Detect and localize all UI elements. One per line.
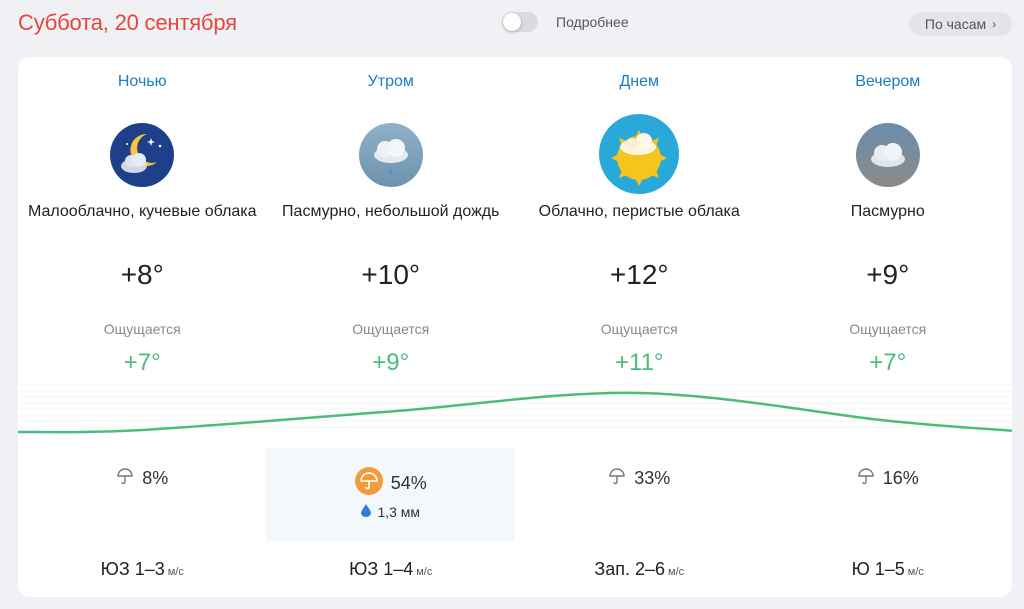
forecast-card: Ночью Малооблачно, кучевые облака +8° Ощ… <box>18 57 1012 597</box>
header: Суббота, 20 сентября Подробнее По часам … <box>0 0 1024 52</box>
condition-text: Малооблачно, кучевые облака <box>27 203 257 220</box>
wind-unit: м/с <box>167 566 184 578</box>
period-day: Днем Облачно, перистые облака +12° Ощуща… <box>515 57 764 597</box>
temperature-line <box>18 391 1012 434</box>
precip-probability-value: 33% <box>634 468 671 488</box>
period-label: Ночью <box>117 73 167 90</box>
wind: Зап. 2–6 м/с <box>515 559 764 580</box>
precip-amount: 1,3 мм <box>267 504 516 520</box>
wind-unit: м/с <box>907 566 924 578</box>
cloud-light-rain-icon <box>358 122 424 193</box>
toggle-knob <box>503 13 521 31</box>
period-label: Утром <box>367 73 414 90</box>
umbrella-icon <box>608 467 626 490</box>
condition-text: Облачно, перистые облака <box>538 203 740 220</box>
details-toggle-label[interactable]: Подробнее <box>556 14 629 30</box>
umbrella-rain-icon <box>354 467 383 500</box>
precip-probability: 33% <box>515 467 764 490</box>
precip-probability: 16% <box>764 467 1013 490</box>
feels-like-label: Ощущается <box>849 321 927 337</box>
period-morning: Утром Пасмурно, небольшой дождь +10° Ощу… <box>267 57 516 597</box>
precip-probability: 8% <box>18 467 267 490</box>
feels-like-value: +7° <box>869 349 907 376</box>
precip-probability-value: 54% <box>390 473 427 493</box>
drop-icon <box>361 504 372 520</box>
precip-probability: 54% <box>267 467 516 500</box>
sun-cloud-icon <box>598 113 680 200</box>
wind-value: Зап. 2–6 <box>594 559 666 579</box>
temperature: +12° <box>609 259 669 290</box>
condition-text: Пасмурно, небольшой дождь <box>282 203 500 220</box>
feels-like-label: Ощущается <box>352 321 430 337</box>
wind: Ю 1–5 м/с <box>764 559 1013 580</box>
temperature: +9° <box>866 259 910 290</box>
temperature: +10° <box>361 259 421 290</box>
feels-like-value: +7° <box>123 349 161 376</box>
temperature-chart <box>18 384 1012 434</box>
umbrella-icon <box>116 467 134 490</box>
precip-amount-value: 1,3 мм <box>377 504 421 520</box>
date-title: Суббота, 20 сентября <box>18 10 237 35</box>
precip-probability-value: 16% <box>882 468 919 488</box>
rain-highlight <box>266 448 515 541</box>
feels-like-value: +11° <box>614 349 664 376</box>
wind-unit: м/с <box>668 566 685 578</box>
moon-cloud-icon <box>109 122 175 193</box>
hourly-button-label: По часам <box>924 16 987 32</box>
wind-unit: м/с <box>416 566 433 578</box>
wind-value: Ю 1–5 <box>851 559 905 579</box>
umbrella-icon <box>857 467 875 490</box>
overcast-cloud-icon <box>855 122 921 193</box>
wind: ЮЗ 1–4 м/с <box>267 559 516 580</box>
feels-like-label: Ощущается <box>103 321 181 337</box>
feels-like-value: +9° <box>372 349 410 376</box>
feels-like-label: Ощущается <box>600 321 678 337</box>
precip-probability-value: 8% <box>142 468 169 488</box>
period-label: Днем <box>619 73 660 90</box>
period-night: Ночью Малооблачно, кучевые облака +8° Ощ… <box>18 57 267 597</box>
chevron-right-icon: › <box>992 17 997 31</box>
details-toggle[interactable] <box>502 12 538 32</box>
details-toggle-group: Подробнее <box>502 12 629 32</box>
period-label: Вечером <box>855 73 921 90</box>
wind: ЮЗ 1–3 м/с <box>18 559 267 580</box>
temperature: +8° <box>120 259 164 290</box>
wind-value: ЮЗ 1–3 <box>100 559 165 579</box>
period-evening: Вечером Пасмурно +9° Ощущается +7° 16% Ю… <box>764 57 1013 597</box>
wind-value: ЮЗ 1–4 <box>349 559 414 579</box>
hourly-button[interactable]: По часам › <box>909 12 1012 36</box>
condition-text: Пасмурно <box>850 203 925 220</box>
